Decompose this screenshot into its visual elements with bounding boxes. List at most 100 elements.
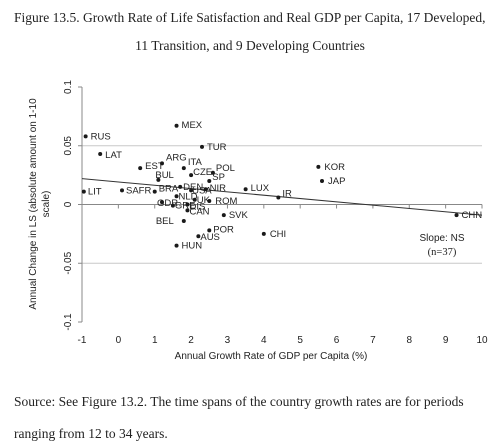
y-tick-label: 0.05 bbox=[63, 136, 74, 156]
point-label-den: DEN bbox=[183, 182, 203, 193]
point-label-cze: CZE bbox=[193, 167, 212, 178]
point-hun bbox=[174, 243, 179, 248]
point-dis bbox=[185, 202, 190, 207]
point-label-gdr: GDR bbox=[157, 198, 178, 209]
point-nld bbox=[174, 194, 179, 199]
y-tick-labels: 0.1 0.05 0 -0.05 -0.1 bbox=[63, 80, 82, 331]
point-label-lit: LIT bbox=[88, 187, 102, 198]
trendline-group bbox=[81, 178, 483, 216]
point-den bbox=[178, 184, 183, 189]
point-jap bbox=[320, 179, 324, 183]
y-tick-label: -0.1 bbox=[63, 313, 74, 331]
x-axis-title: Annual Growth Rate of GDP per Capita (%) bbox=[175, 351, 368, 362]
point-ita bbox=[181, 166, 186, 171]
point-gdr bbox=[160, 200, 164, 205]
slope-annotation: Slope: NS bbox=[419, 233, 464, 244]
x-tick-labels: -1 0 1 2 3 4 5 6 7 8 9 10 bbox=[78, 204, 488, 346]
point-por bbox=[207, 228, 212, 233]
n-annotation: (n=37) bbox=[428, 247, 457, 258]
point-label-ita: ITA bbox=[188, 157, 203, 168]
source-note-line1: Source: See Figure 13.2. The time spans … bbox=[14, 394, 464, 409]
point-mex bbox=[174, 123, 179, 128]
point-chn bbox=[454, 213, 459, 218]
scatter-chart: -1 0 1 2 3 4 5 6 7 8 9 10 0.1 0.05 0 -0.05 -0.1 RUS LAT L… bbox=[28, 80, 488, 362]
point-lat bbox=[98, 151, 103, 156]
x-tick-label: 5 bbox=[297, 335, 303, 346]
point-rus bbox=[83, 134, 88, 139]
point-est bbox=[138, 166, 143, 171]
point-label-bul: BUL bbox=[155, 170, 173, 181]
point-label-est: EST bbox=[145, 161, 164, 172]
point-bel bbox=[181, 218, 186, 223]
figure-caption-line1: Figure 13.5. Growth Rate of Life Satisfa… bbox=[14, 10, 486, 25]
x-tick-label: -1 bbox=[78, 335, 87, 346]
point-chi bbox=[261, 231, 266, 236]
point-label-tur: TUR bbox=[207, 142, 227, 153]
x-tick-label: 1 bbox=[152, 335, 158, 346]
point-label-safr: SAFR bbox=[126, 185, 151, 196]
point-rom bbox=[207, 198, 212, 203]
point-label-lat: LAT bbox=[105, 150, 122, 161]
point-gre bbox=[170, 203, 175, 208]
figure-caption-line2: 11 Transition, and 9 Developing Countrie… bbox=[135, 38, 365, 53]
point-label-lux: LUX bbox=[251, 183, 270, 194]
point-label-mex: MEX bbox=[182, 120, 203, 131]
point-label-usa: USA bbox=[192, 185, 212, 196]
point-label-rus: RUS bbox=[91, 131, 111, 142]
point-uk bbox=[192, 197, 197, 202]
point-label-svk: SVK bbox=[229, 210, 249, 221]
point-label-bel: BEL bbox=[156, 216, 174, 227]
x-tick-label: 8 bbox=[406, 335, 412, 346]
point-label-arg: ARG bbox=[166, 152, 187, 163]
y-tick-label: -0.05 bbox=[63, 251, 74, 274]
x-tick-label: 3 bbox=[225, 335, 231, 346]
point-lit bbox=[81, 189, 86, 194]
point-aus bbox=[196, 234, 201, 239]
point-pol bbox=[210, 170, 215, 175]
point-can bbox=[185, 208, 190, 213]
point-cze bbox=[189, 173, 194, 178]
point-label-jap: JAP bbox=[328, 176, 345, 187]
point-label-sp: SP bbox=[212, 172, 225, 183]
point-label-nir: NIR bbox=[210, 183, 227, 194]
point-label-kor: KOR bbox=[324, 162, 345, 173]
point-label-hun: HUN bbox=[182, 241, 203, 252]
x-tick-label: 2 bbox=[188, 335, 194, 346]
point-label-dis: DIS bbox=[189, 202, 205, 213]
x-tick-label: 6 bbox=[334, 335, 340, 346]
point-label-bra: BRA bbox=[159, 184, 179, 195]
point-usa bbox=[189, 188, 194, 193]
x-tick-label: 7 bbox=[370, 335, 376, 346]
x-tick-label: 4 bbox=[261, 335, 267, 346]
point-label-nld: NLD bbox=[179, 191, 198, 202]
gridlines bbox=[82, 145, 482, 264]
point-label-aus: AUS bbox=[200, 232, 220, 243]
point-label-can: CAN bbox=[189, 206, 209, 217]
point-tur bbox=[200, 144, 204, 149]
point-label-chn: CHN bbox=[462, 210, 483, 221]
point-label-ir: IR bbox=[282, 188, 292, 199]
point-ir bbox=[276, 195, 281, 200]
point-svk bbox=[221, 213, 226, 218]
point-nir bbox=[203, 187, 208, 192]
point-sp bbox=[207, 179, 212, 183]
x-tick-label: 9 bbox=[443, 335, 449, 346]
point-label-chi: CHI bbox=[270, 229, 286, 240]
source-note-line2: ranging from 12 to 34 years. bbox=[14, 426, 168, 441]
point-bul bbox=[156, 177, 161, 182]
x-tick-label: 0 bbox=[116, 335, 122, 346]
y-axis-title-line1: Annual Change in LS (absolute amount on … bbox=[28, 98, 39, 310]
point-arg bbox=[160, 161, 164, 166]
axes bbox=[81, 87, 482, 322]
point-label-uk: UK bbox=[197, 195, 211, 206]
point-bra bbox=[152, 189, 157, 194]
point-kor bbox=[316, 164, 321, 169]
trendline bbox=[81, 178, 483, 216]
point-label-pol: POL bbox=[216, 163, 235, 174]
point-label-rom: ROM bbox=[215, 196, 237, 207]
x-tick-label: 10 bbox=[476, 335, 488, 346]
point-label-por: POR bbox=[213, 224, 234, 235]
point-label-gre: GRE bbox=[175, 201, 196, 212]
point-lux bbox=[243, 187, 248, 192]
